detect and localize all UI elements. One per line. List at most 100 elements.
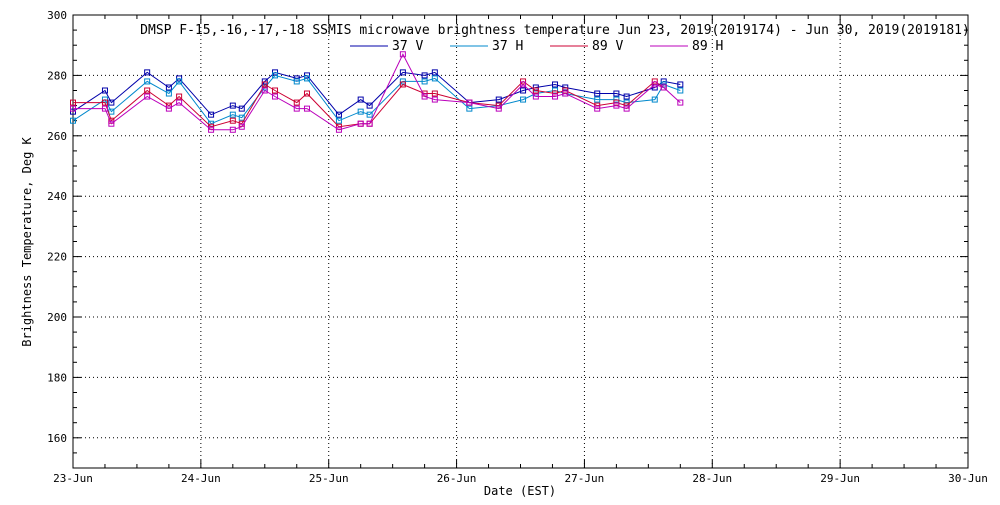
data-point [144, 87, 151, 94]
data-point [208, 111, 215, 118]
plot-frame [72, 14, 969, 469]
data-point [261, 81, 268, 88]
y-tick-label: 180 [47, 371, 67, 384]
data-point [520, 87, 527, 94]
data-point [229, 111, 236, 118]
data-point [552, 93, 559, 100]
data-point [176, 78, 183, 85]
data-point [366, 102, 373, 109]
series-line [72, 74, 681, 125]
data-point [623, 105, 630, 112]
data-point [562, 90, 569, 97]
data-point [176, 93, 183, 100]
data-point [431, 69, 438, 76]
legend-label: 89 H [692, 39, 723, 54]
data-point [303, 75, 310, 82]
data-point [229, 117, 236, 124]
y-axis-title: Brightness Temperature, Deg K [20, 136, 34, 346]
data-point [238, 123, 245, 130]
data-point [421, 93, 428, 100]
data-point [335, 117, 342, 124]
data-point [335, 111, 342, 118]
data-point [366, 120, 373, 127]
data-point [293, 99, 300, 106]
data-point [272, 87, 279, 94]
x-tick-label: 24-Jun [181, 472, 221, 485]
data-point [229, 102, 236, 109]
data-point [466, 99, 473, 106]
data-point [101, 96, 108, 103]
chart-title: DMSP F-15,-16,-17,-18 SSMIS microwave br… [140, 23, 970, 38]
y-tick-label: 160 [47, 432, 67, 445]
data-point [613, 102, 620, 109]
data-point [677, 99, 684, 106]
data-point [613, 90, 620, 97]
data-point [165, 90, 172, 97]
data-point [594, 96, 601, 103]
data-point [357, 108, 364, 115]
legend-label: 89 V [592, 39, 623, 54]
series-group [70, 51, 684, 133]
data-point [623, 93, 630, 100]
data-point [613, 99, 620, 106]
data-point [70, 117, 76, 124]
data-point [651, 81, 658, 88]
x-tick-label: 27-Jun [565, 472, 605, 485]
x-tick-label: 25-Jun [309, 472, 349, 485]
data-point [272, 93, 279, 100]
legend: 37 V 37 H 89 V 89 H [350, 39, 723, 54]
data-point [238, 114, 245, 121]
data-point [303, 105, 310, 112]
data-point [101, 105, 108, 112]
series-line [73, 53, 681, 131]
data-point [261, 87, 268, 94]
data-point [466, 105, 473, 112]
data-point [144, 93, 151, 100]
data-point [272, 69, 279, 76]
data-point [70, 105, 76, 112]
series-89-h [70, 51, 684, 133]
x-tick-label: 29-Jun [820, 472, 860, 485]
x-tick-label: 23-Jun [53, 472, 93, 485]
x-tick-label: 30-Jun [948, 472, 988, 485]
data-point [399, 69, 406, 76]
data-point [520, 96, 527, 103]
data-point [108, 108, 115, 115]
data-point [660, 78, 667, 85]
y-tick-label: 220 [47, 251, 67, 264]
data-point [357, 96, 364, 103]
data-point [70, 108, 76, 115]
data-point [431, 90, 438, 97]
data-point [594, 105, 601, 112]
series-line [72, 71, 681, 116]
data-point [651, 78, 658, 85]
data-point [651, 96, 658, 103]
data-point [399, 51, 406, 58]
legend-label: 37 H [492, 39, 523, 54]
data-point [532, 93, 539, 100]
data-point [108, 120, 115, 127]
data-point [495, 96, 502, 103]
data-point [293, 78, 300, 85]
data-point [660, 84, 667, 91]
x-axis-title: Date (EST) [484, 484, 556, 498]
data-point [144, 69, 151, 76]
data-point [562, 84, 569, 91]
data-point [520, 81, 527, 88]
data-point [357, 120, 364, 127]
y-tick-label: 280 [47, 69, 67, 82]
data-point [399, 81, 406, 88]
data-point [303, 90, 310, 97]
data-point [613, 96, 620, 103]
data-point [238, 105, 245, 112]
data-point [335, 126, 342, 133]
legend-label: 37 V [392, 39, 423, 54]
data-point [366, 111, 373, 118]
data-point [421, 78, 428, 85]
data-point [552, 81, 559, 88]
data-point [293, 105, 300, 112]
data-point [144, 78, 151, 85]
data-point [229, 126, 236, 133]
